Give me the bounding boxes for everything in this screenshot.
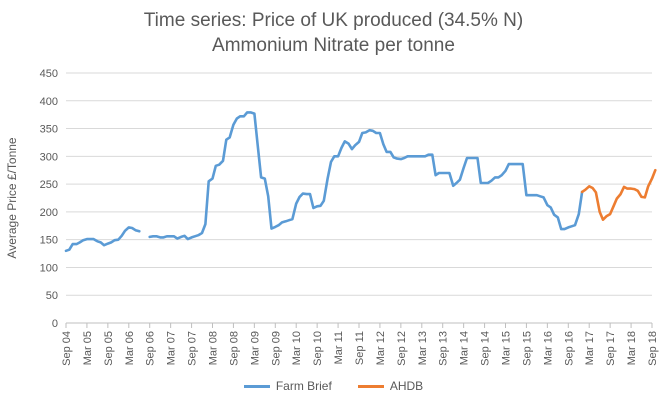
x-tick-label: Sep 05 [103, 331, 115, 366]
x-tick-label: Sep 17 [605, 331, 617, 366]
series-line-ahdb [580, 168, 657, 221]
x-tick-label: Mar 15 [501, 331, 513, 365]
legend-swatch-farm-brief [243, 384, 270, 388]
series-lines [64, 111, 657, 253]
x-tick-label: Mar 10 [291, 331, 303, 365]
x-tick-label: Sep 13 [438, 331, 450, 366]
legend: Farm Brief AHDB [0, 379, 667, 393]
x-tick-label: Mar 09 [249, 331, 261, 365]
y-tick-label: 450 [40, 68, 58, 80]
legend-item-ahdb: AHDB [357, 379, 424, 393]
x-tick-label: Sep 15 [521, 331, 533, 366]
y-tick-label: 150 [40, 235, 58, 247]
x-tick-label: Mar 13 [417, 331, 429, 365]
legend-swatch-ahdb [357, 384, 384, 388]
series-line-farm-brief [148, 111, 584, 241]
x-tick-label: Mar 14 [459, 331, 471, 365]
x-tick-label: Sep 18 [647, 331, 659, 366]
x-tick-label: Sep 16 [563, 331, 575, 366]
y-axis-ticks: 0 50 100 150 200 250 300 350 400 450 [40, 68, 58, 330]
x-tick-label: Sep 12 [396, 331, 408, 366]
chart-title-line1: Time series: Price of UK produced (34.5%… [143, 10, 524, 31]
x-tick-label: Mar 16 [542, 331, 554, 365]
x-tick-label: Mar 05 [82, 331, 94, 365]
x-tick-label: Mar 06 [124, 331, 136, 365]
y-axis-label: Average Price £/Tonne [5, 137, 19, 259]
x-tick-label: Sep 06 [145, 331, 157, 366]
x-tick-label: Mar 08 [208, 331, 220, 365]
y-tick-label: 200 [40, 207, 58, 219]
x-axis-ticks: Sep 04 Mar 05 Sep 05 Mar 06 Sep 06 Mar 07 Sep … [61, 323, 659, 366]
legend-label-ahdb: AHDB [389, 379, 424, 393]
series-line-farm-brief [64, 226, 141, 253]
y-tick-label: 350 [40, 124, 58, 136]
x-tick-label: Mar 07 [166, 331, 178, 365]
x-tick-label: Sep 11 [354, 331, 366, 365]
x-tick-label: Sep 04 [61, 331, 73, 366]
x-tick-label: Mar 18 [626, 331, 638, 365]
x-tick-label: Sep 09 [270, 331, 282, 366]
legend-item-farm-brief: Farm Brief [243, 379, 332, 393]
y-tick-label: 50 [46, 290, 58, 302]
chart-title-line2: Ammonium Nitrate per tonne [212, 35, 455, 56]
y-tick-label: 250 [40, 179, 58, 191]
legend-label-farm-brief: Farm Brief [275, 379, 332, 393]
x-tick-label: Sep 07 [187, 331, 199, 366]
x-tick-label: Sep 14 [480, 331, 492, 366]
y-tick-label: 100 [40, 262, 58, 274]
gridlines [66, 72, 652, 296]
x-tick-label: Sep 08 [228, 331, 240, 366]
y-tick-label: 300 [40, 151, 58, 163]
y-tick-label: 0 [52, 318, 58, 330]
y-tick-label: 400 [40, 96, 58, 108]
x-tick-label: Mar 17 [584, 331, 596, 365]
x-tick-label: Mar 11 [333, 331, 345, 364]
x-tick-label: Mar 12 [375, 331, 387, 365]
x-tick-label: Sep 10 [312, 331, 324, 366]
